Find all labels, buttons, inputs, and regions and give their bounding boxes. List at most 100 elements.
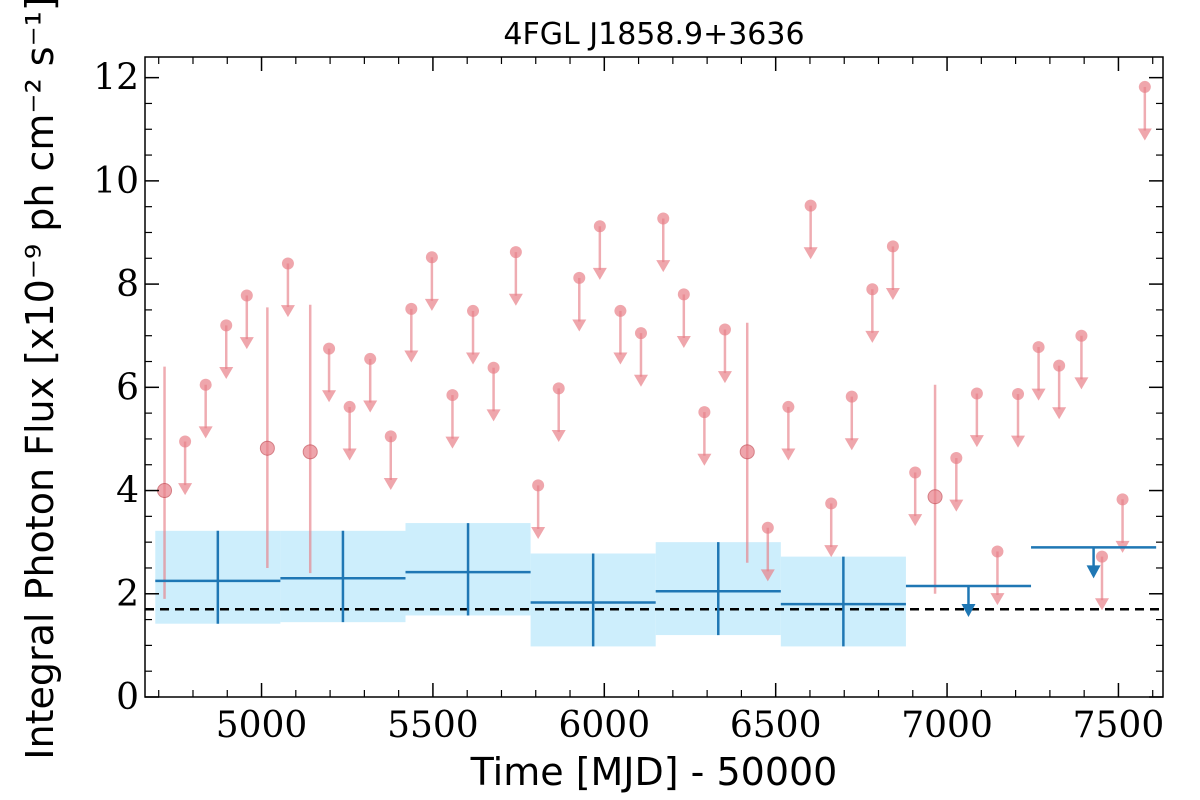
y-tick-label: 2 bbox=[116, 574, 139, 615]
fine-detection-point bbox=[259, 440, 275, 456]
fine-upper-limit-point bbox=[866, 283, 879, 296]
fine-upper-limit-arrowhead bbox=[486, 409, 501, 422]
fine-upper-limit-point bbox=[384, 430, 397, 443]
fine-upper-limit-point bbox=[364, 352, 377, 365]
fine-upper-limit-point bbox=[761, 521, 774, 534]
fine-upper-limit-arrowhead bbox=[466, 352, 481, 365]
fine-upper-limit-arrowhead bbox=[363, 400, 378, 413]
fine-upper-limit-point bbox=[782, 400, 795, 413]
y-axis-label: Integral Photon Flux [x10⁻⁹ ph cm⁻² s⁻¹] bbox=[18, 0, 62, 760]
plot-area: 5000 5500 6000 6500 7000 7500 0 2 4 6 8 10 12 bbox=[93, 56, 1165, 746]
fine-upper-limit-point bbox=[343, 400, 356, 413]
fine-upper-limit-arrowhead bbox=[1031, 388, 1046, 401]
y-tick-label: 8 bbox=[116, 264, 139, 305]
fine-detection-point bbox=[927, 489, 943, 505]
fine-upper-limit-arrowhead bbox=[865, 330, 880, 343]
fine-upper-limit-arrowhead bbox=[613, 352, 628, 365]
fine-upper-limit-arrowhead bbox=[342, 448, 357, 461]
fine-upper-limit-arrowhead bbox=[531, 527, 546, 539]
fine-upper-limit-arrowhead bbox=[551, 429, 566, 442]
fine-upper-limit-point bbox=[657, 212, 670, 225]
fine-detection-point bbox=[157, 483, 173, 499]
fine-upper-limit-point bbox=[1075, 329, 1088, 342]
fine-upper-limit-point bbox=[487, 361, 500, 374]
fine-upper-limit-arrowhead bbox=[239, 337, 254, 350]
coarse-upper-limit-arrowhead bbox=[961, 604, 976, 618]
fine-upper-limit-arrowhead bbox=[969, 435, 984, 448]
fine-upper-limit-arrowhead bbox=[198, 426, 213, 439]
y-tick-label: 0 bbox=[116, 677, 139, 718]
fine-upper-limit-point bbox=[1032, 341, 1045, 354]
y-tick-label: 10 bbox=[93, 161, 139, 202]
fine-upper-limit-arrowhead bbox=[1074, 377, 1089, 390]
fine-upper-limit-point bbox=[970, 387, 983, 400]
x-tick-label: 7000 bbox=[901, 705, 993, 746]
fine-upper-limit-arrowhead bbox=[592, 267, 607, 280]
fine-upper-limit-arrowhead bbox=[1094, 598, 1109, 611]
fine-upper-limit-arrowhead bbox=[1011, 435, 1026, 448]
coarse-upper-limit-arrowhead bbox=[1086, 565, 1101, 579]
fine-upper-limit-arrowhead bbox=[803, 247, 818, 260]
x-tick-label: 6500 bbox=[730, 705, 822, 746]
fine-upper-limit-point bbox=[909, 466, 922, 479]
plot-frame bbox=[144, 56, 1164, 698]
fine-detection-point bbox=[302, 444, 318, 460]
fine-upper-limit-point bbox=[991, 545, 1004, 558]
fine-upper-limit-point bbox=[1012, 388, 1025, 401]
fine-upper-limit-point bbox=[425, 251, 438, 264]
fine-upper-limit-point bbox=[1095, 550, 1108, 563]
fine-upper-limit-point bbox=[467, 304, 480, 317]
chart-title: 4FGL J1858.9+3636 bbox=[503, 17, 804, 52]
y-tick-label: 6 bbox=[116, 367, 139, 408]
fine-upper-limit-arrowhead bbox=[445, 436, 460, 449]
fine-upper-limit-arrowhead bbox=[178, 483, 193, 496]
x-axis-label: Time [MJD] - 50000 bbox=[470, 750, 838, 794]
fine-upper-limit-arrowhead bbox=[990, 593, 1005, 606]
fine-upper-limit-point bbox=[199, 378, 212, 391]
fine-upper-limit-arrowhead bbox=[383, 477, 398, 490]
fine-upper-limit-point bbox=[614, 304, 627, 317]
x-tick-label: 7500 bbox=[1073, 705, 1165, 746]
fine-upper-limit-arrowhead bbox=[1052, 407, 1067, 420]
fine-upper-limit-arrowhead bbox=[717, 371, 732, 384]
fine-upper-limit-arrowhead bbox=[1137, 128, 1152, 141]
fine-upper-limit-arrowhead bbox=[633, 374, 648, 387]
fine-upper-limit-arrowhead bbox=[219, 367, 234, 379]
fine-upper-limit-point bbox=[950, 452, 963, 465]
fine-upper-limit-point bbox=[532, 479, 545, 492]
fine-upper-limit-arrowhead bbox=[572, 319, 587, 332]
fine-upper-limit-point bbox=[573, 271, 586, 284]
fine-upper-limit-point bbox=[281, 257, 294, 270]
fine-upper-limit-point bbox=[718, 323, 731, 336]
fine-upper-limit-point bbox=[1138, 80, 1151, 93]
fine-upper-limit-point bbox=[886, 240, 899, 253]
fine-upper-limit-arrowhead bbox=[404, 350, 419, 363]
fine-upper-limit-arrowhead bbox=[949, 499, 964, 512]
fine-upper-limit-arrowhead bbox=[424, 298, 439, 311]
fine-upper-limit-arrowhead bbox=[844, 438, 859, 451]
fine-upper-limit-arrowhead bbox=[280, 305, 295, 318]
x-tick-label: 5500 bbox=[387, 705, 479, 746]
fine-upper-limit-arrowhead bbox=[760, 569, 775, 582]
fine-upper-limit-arrowhead bbox=[908, 514, 923, 527]
fine-upper-limit-point bbox=[509, 246, 522, 259]
y-tick-label: 4 bbox=[116, 471, 139, 512]
fine-upper-limit-arrowhead bbox=[824, 545, 839, 558]
fine-upper-limit-point bbox=[405, 302, 418, 315]
fine-upper-limit-point bbox=[804, 199, 817, 212]
fine-upper-limit-point bbox=[240, 289, 253, 302]
y-tick-label: 12 bbox=[93, 58, 139, 99]
fine-upper-limit-arrowhead bbox=[508, 293, 523, 306]
fine-upper-limit-arrowhead bbox=[885, 288, 900, 301]
fine-upper-limit-arrowhead bbox=[781, 448, 796, 461]
x-tick-label: 5000 bbox=[216, 705, 308, 746]
fine-upper-limit-arrowhead bbox=[322, 390, 337, 403]
fine-upper-limit-arrowhead bbox=[656, 260, 671, 273]
fine-upper-limit-point bbox=[593, 220, 606, 233]
fine-upper-limit-point bbox=[698, 406, 711, 419]
fine-upper-limit-point bbox=[446, 389, 459, 402]
fine-upper-limit-arrowhead bbox=[697, 453, 712, 466]
fine-upper-limit-arrowhead bbox=[676, 336, 691, 349]
fine-upper-limit-point bbox=[323, 342, 336, 355]
